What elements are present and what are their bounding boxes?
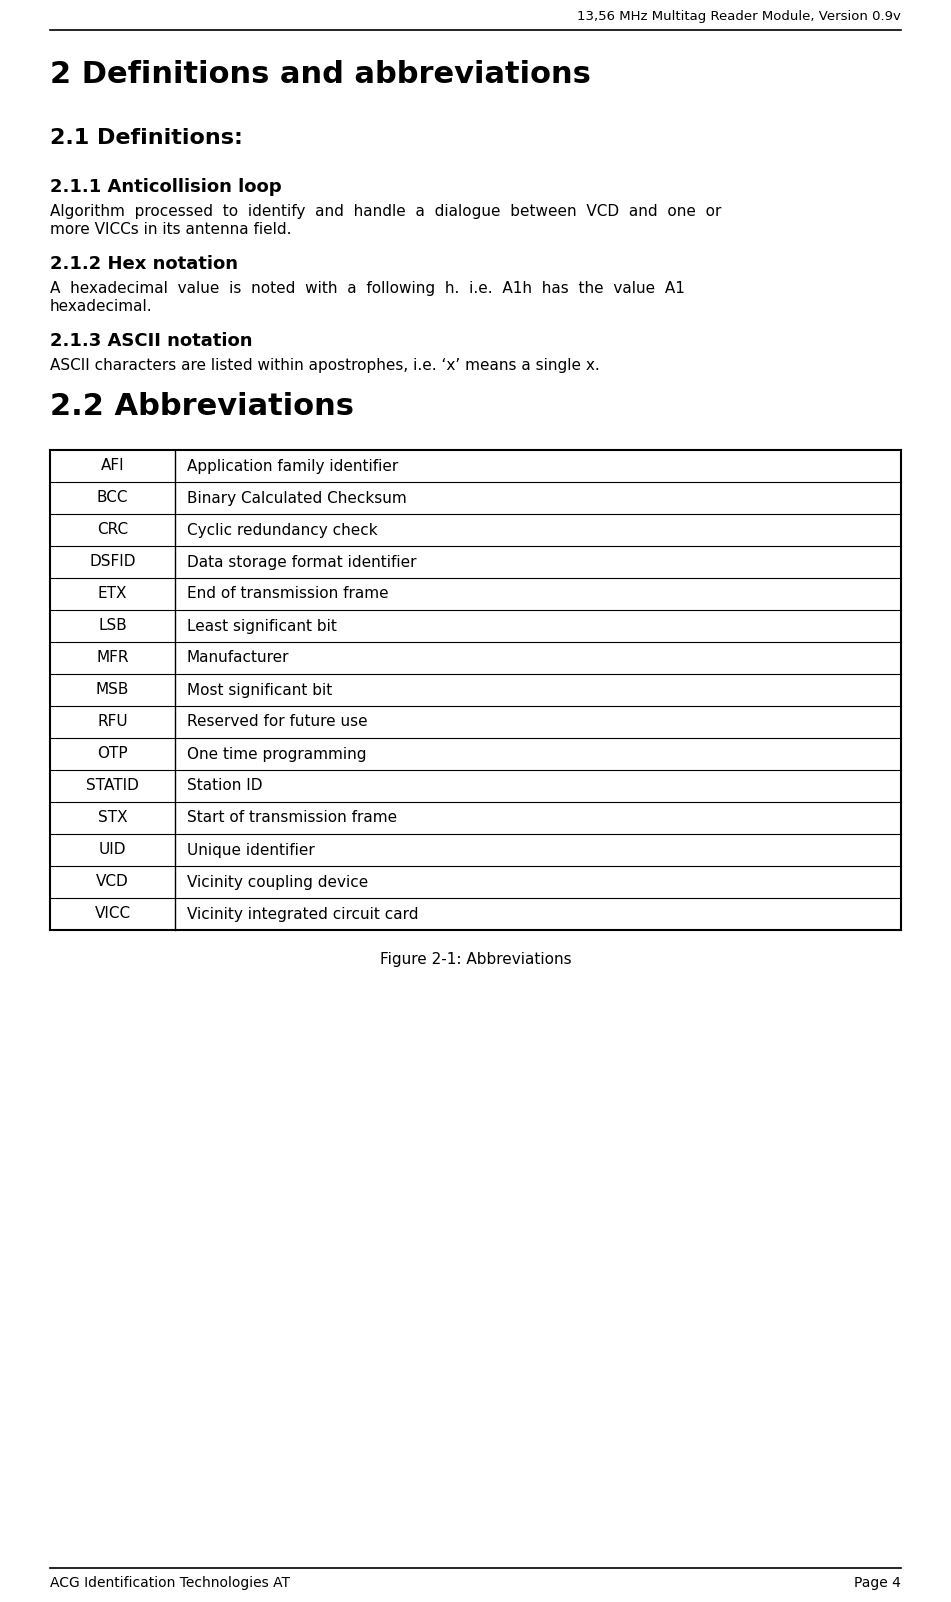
Text: Application family identifier: Application family identifier — [187, 458, 398, 474]
Text: 13,56 MHz Multitag Reader Module, Version 0.9v: 13,56 MHz Multitag Reader Module, Versio… — [577, 10, 901, 22]
Text: UID: UID — [99, 843, 126, 857]
Text: Most significant bit: Most significant bit — [187, 682, 332, 697]
Text: BCC: BCC — [97, 490, 128, 506]
Text: 2.1 Definitions:: 2.1 Definitions: — [50, 128, 243, 147]
Text: 2.1.3 ASCII notation: 2.1.3 ASCII notation — [50, 332, 253, 349]
Text: MFR: MFR — [96, 650, 128, 665]
Text: 2 Definitions and abbreviations: 2 Definitions and abbreviations — [50, 59, 591, 90]
Text: more VICCs in its antenna field.: more VICCs in its antenna field. — [50, 223, 292, 237]
Text: Figure 2-1: Abbreviations: Figure 2-1: Abbreviations — [379, 952, 572, 968]
Text: 2.2 Abbreviations: 2.2 Abbreviations — [50, 392, 354, 421]
Text: Cyclic redundancy check: Cyclic redundancy check — [187, 522, 378, 538]
Text: ETX: ETX — [98, 586, 127, 601]
Text: Start of transmission frame: Start of transmission frame — [187, 811, 398, 825]
Text: Vicinity integrated circuit card: Vicinity integrated circuit card — [187, 907, 418, 921]
Text: 2.1.2 Hex notation: 2.1.2 Hex notation — [50, 255, 238, 272]
Text: One time programming: One time programming — [187, 747, 366, 761]
Text: VICC: VICC — [94, 907, 130, 921]
Text: Unique identifier: Unique identifier — [187, 843, 315, 857]
Text: 2.1.1 Anticollision loop: 2.1.1 Anticollision loop — [50, 178, 281, 195]
Text: OTP: OTP — [97, 747, 127, 761]
Text: VCD: VCD — [96, 875, 129, 889]
Text: MSB: MSB — [96, 682, 129, 697]
Text: Vicinity coupling device: Vicinity coupling device — [187, 875, 368, 889]
Text: ASCII characters are listed within apostrophes, i.e. ‘x’ means a single x.: ASCII characters are listed within apost… — [50, 357, 600, 373]
Text: Data storage format identifier: Data storage format identifier — [187, 554, 417, 569]
Text: DSFID: DSFID — [89, 554, 136, 569]
Text: Station ID: Station ID — [187, 779, 262, 793]
Text: AFI: AFI — [101, 458, 125, 474]
Text: Manufacturer: Manufacturer — [187, 650, 289, 665]
Text: CRC: CRC — [97, 522, 128, 538]
Text: ACG Identification Technologies AT: ACG Identification Technologies AT — [50, 1576, 290, 1591]
Text: Algorithm  processed  to  identify  and  handle  a  dialogue  between  VCD  and : Algorithm processed to identify and hand… — [50, 203, 722, 219]
Text: Binary Calculated Checksum: Binary Calculated Checksum — [187, 490, 407, 506]
Text: RFU: RFU — [97, 714, 127, 729]
Text: Reserved for future use: Reserved for future use — [187, 714, 368, 729]
Text: hexadecimal.: hexadecimal. — [50, 300, 152, 314]
Text: LSB: LSB — [98, 618, 126, 633]
Text: Least significant bit: Least significant bit — [187, 618, 337, 633]
Text: STATID: STATID — [86, 779, 139, 793]
Text: End of transmission frame: End of transmission frame — [187, 586, 389, 601]
Text: Page 4: Page 4 — [854, 1576, 901, 1591]
Text: A  hexadecimal  value  is  noted  with  a  following  h.  i.e.  A1h  has  the  v: A hexadecimal value is noted with a foll… — [50, 280, 685, 296]
Text: STX: STX — [98, 811, 127, 825]
